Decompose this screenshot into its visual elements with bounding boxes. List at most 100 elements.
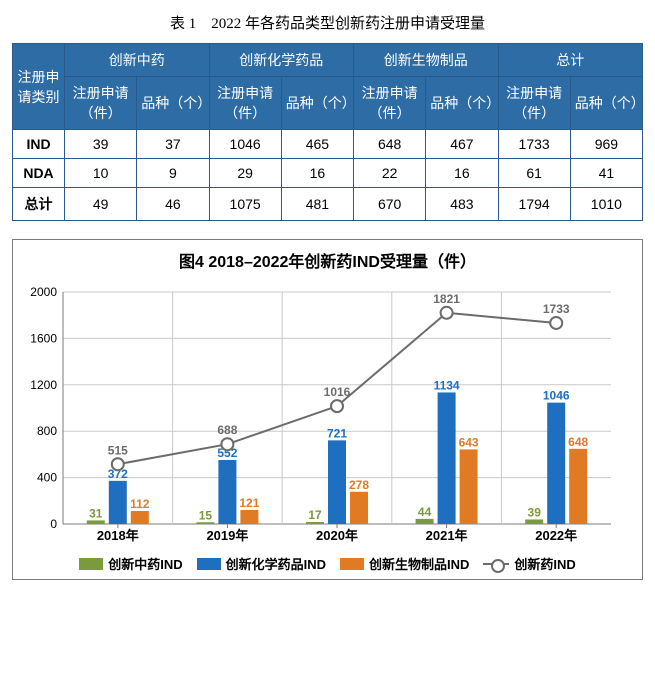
cell: 16 (426, 159, 498, 188)
x-tick-label: 2019年 (206, 528, 248, 543)
col-group-2: 创新生物制品 (354, 44, 499, 77)
line-value-label: 688 (217, 423, 237, 437)
y-tick-label: 0 (50, 517, 57, 531)
col-group-0: 创新中药 (65, 44, 210, 77)
col-sub-3-1: 品种（个） (570, 77, 642, 130)
row-label: IND (13, 130, 65, 159)
cell: 1733 (498, 130, 570, 159)
y-tick-label: 400 (37, 471, 57, 485)
line-value-label: 515 (108, 443, 128, 457)
bar (547, 403, 565, 524)
bar-value-label: 1134 (434, 378, 460, 392)
line-marker (112, 458, 124, 470)
cell: 1075 (209, 188, 281, 221)
legend-swatch (79, 558, 103, 570)
cell: 41 (570, 159, 642, 188)
cell: 483 (426, 188, 498, 221)
legend-item: 创新生物制品IND (340, 554, 469, 573)
legend-item: 创新药IND (483, 554, 575, 573)
col-header-category: 注册申请类别 (13, 44, 65, 130)
table-body: IND393710464656484671733969NDA1092916221… (13, 130, 643, 221)
cell: 465 (281, 130, 353, 159)
y-tick-label: 800 (37, 424, 57, 438)
bar (218, 460, 236, 524)
line-marker (331, 400, 343, 412)
legend-label: 创新化学药品IND (226, 554, 326, 573)
cell: 481 (281, 188, 353, 221)
bar-value-label: 721 (327, 426, 347, 440)
bar (240, 510, 258, 524)
bar-value-label: 17 (308, 508, 322, 522)
col-sub-1-1: 品种（个） (281, 77, 353, 130)
col-group-3: 总计 (498, 44, 643, 77)
col-sub-2-1: 品种（个） (426, 77, 498, 130)
table-header: 注册申请类别创新中药创新化学药品创新生物制品总计注册申请（件）品种（个）注册申请… (13, 44, 643, 130)
bar (109, 481, 127, 524)
bar (196, 522, 214, 524)
cell: 22 (354, 159, 426, 188)
chart-legend: 创新中药IND 创新化学药品IND 创新生物制品IND 创新药IND (21, 554, 634, 573)
data-table: 注册申请类别创新中药创新化学药品创新生物制品总计注册申请（件）品种（个）注册申请… (12, 43, 643, 221)
col-sub-0-1: 品种（个） (137, 77, 209, 130)
bar-value-label: 643 (459, 435, 479, 449)
bar (350, 492, 368, 524)
legend-item: 创新化学药品IND (197, 554, 326, 573)
cell: 648 (354, 130, 426, 159)
cell: 39 (65, 130, 137, 159)
bar (328, 440, 346, 524)
cell: 1046 (209, 130, 281, 159)
bar-value-label: 121 (239, 496, 259, 510)
table-row: NDA109291622166141 (13, 159, 643, 188)
col-group-1: 创新化学药品 (209, 44, 354, 77)
bar (460, 449, 478, 524)
bar-value-label: 278 (349, 478, 369, 492)
bar-value-label: 648 (568, 435, 588, 449)
cell: 37 (137, 130, 209, 159)
x-tick-label: 2021年 (426, 528, 468, 543)
bar-value-label: 39 (528, 505, 542, 519)
bar-value-label: 15 (199, 508, 213, 522)
y-tick-label: 2000 (30, 285, 57, 299)
bar (306, 522, 324, 524)
bar (131, 511, 149, 524)
cell: 1794 (498, 188, 570, 221)
bar-value-label: 112 (130, 497, 150, 511)
bar (569, 449, 587, 524)
chart-container: 图4 2018–2022年创新药IND受理量（件） 04008001200160… (12, 239, 643, 580)
chart-title: 图4 2018–2022年创新药IND受理量（件） (21, 248, 634, 272)
cell: 61 (498, 159, 570, 188)
cell: 16 (281, 159, 353, 188)
table-title: 表 1 2022 年各药品类型创新药注册申请受理量 (12, 12, 643, 33)
legend-label: 创新药IND (514, 554, 575, 573)
legend-line-swatch (483, 557, 509, 571)
cell: 10 (65, 159, 137, 188)
line-value-label: 1821 (433, 292, 460, 306)
bar-value-label: 44 (418, 505, 432, 519)
legend-label: 创新中药IND (108, 554, 182, 573)
line-value-label: 1733 (543, 302, 570, 316)
y-tick-label: 1600 (30, 331, 57, 345)
row-label: 总计 (13, 188, 65, 221)
legend-item: 创新中药IND (79, 554, 182, 573)
cell: 46 (137, 188, 209, 221)
bar-value-label: 1046 (543, 389, 570, 403)
legend-swatch (197, 558, 221, 570)
line-marker (221, 438, 233, 450)
cell: 29 (209, 159, 281, 188)
table-row: IND393710464656484671733969 (13, 130, 643, 159)
cell: 670 (354, 188, 426, 221)
row-label: NDA (13, 159, 65, 188)
line-marker (550, 317, 562, 329)
x-tick-label: 2022年 (535, 528, 577, 543)
x-tick-label: 2020年 (316, 528, 358, 543)
bar (87, 520, 105, 524)
col-sub-0-0: 注册申请（件） (65, 77, 137, 130)
chart-svg: 0400800120016002000313721122018年15552121… (21, 278, 621, 548)
bar (525, 519, 543, 524)
line-value-label: 1016 (324, 385, 351, 399)
cell: 969 (570, 130, 642, 159)
x-tick-label: 2018年 (97, 528, 139, 543)
cell: 467 (426, 130, 498, 159)
cell: 9 (137, 159, 209, 188)
bar (416, 519, 434, 524)
